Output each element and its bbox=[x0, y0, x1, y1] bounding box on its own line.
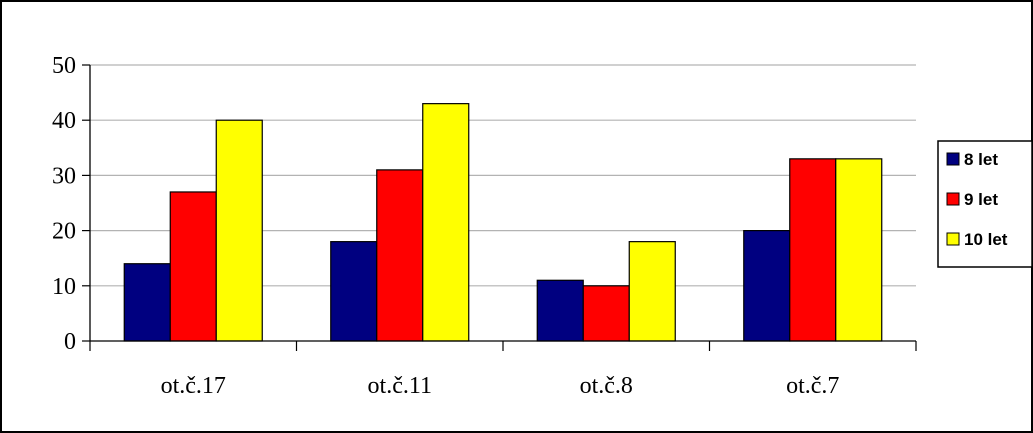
bar bbox=[835, 158, 883, 342]
bar bbox=[169, 191, 217, 342]
y-tick-label: 0 bbox=[64, 329, 76, 355]
legend-swatch bbox=[946, 192, 960, 206]
bar bbox=[215, 119, 263, 342]
bar bbox=[789, 158, 837, 342]
y-tick-label: 30 bbox=[52, 163, 76, 189]
y-tick-label: 20 bbox=[52, 219, 76, 245]
axes: 0 10 20 30 40 50 ot.č.17 ot.č.11 ot.č.8 ot.č.7 bbox=[52, 53, 917, 399]
bar bbox=[422, 103, 470, 342]
y-tick-label: 40 bbox=[52, 108, 76, 134]
x-tick-label: ot.č.7 bbox=[786, 373, 839, 399]
bar bbox=[536, 279, 584, 342]
bar bbox=[628, 241, 676, 342]
legend-swatch bbox=[946, 232, 960, 246]
bar bbox=[330, 241, 378, 342]
x-tick-label: ot.č.17 bbox=[161, 373, 226, 399]
legend: 8 let 9 let 10 let bbox=[937, 140, 1033, 268]
y-tick-label: 10 bbox=[52, 274, 76, 300]
x-tick-label: ot.č.11 bbox=[368, 373, 432, 399]
legend-label: 9 let bbox=[964, 190, 998, 209]
bar bbox=[123, 263, 171, 342]
x-tick-label: ot.č.8 bbox=[580, 373, 633, 399]
bar bbox=[376, 169, 424, 342]
legend-label: 10 let bbox=[964, 230, 1008, 249]
y-tick-label: 50 bbox=[52, 53, 76, 79]
bars bbox=[123, 103, 883, 342]
legend-label: 8 let bbox=[964, 150, 998, 169]
legend-swatch bbox=[946, 152, 960, 166]
bar bbox=[743, 230, 791, 342]
bar bbox=[582, 285, 630, 342]
